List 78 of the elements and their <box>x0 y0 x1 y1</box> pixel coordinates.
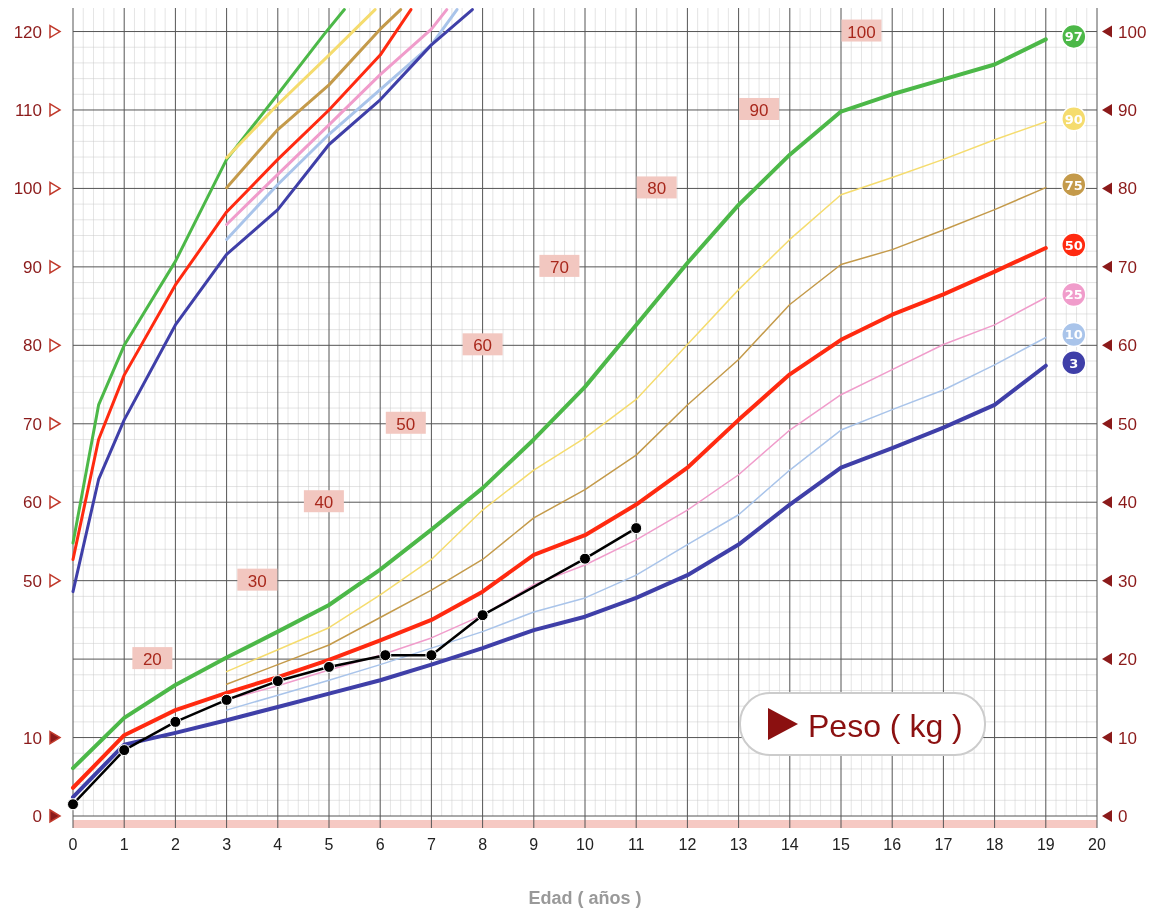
y2-tick-label: 20 <box>1118 650 1137 670</box>
line-series <box>225 8 403 190</box>
x-tick-label: 4 <box>273 836 283 853</box>
x-tick-label: 16 <box>883 836 902 853</box>
y2-tick-label: 30 <box>1118 571 1137 591</box>
point <box>425 649 438 662</box>
y-tick-label: 50 <box>23 571 42 591</box>
x-tick-label: 11 <box>627 836 645 853</box>
point <box>118 744 131 757</box>
point <box>379 649 392 662</box>
line-series <box>71 8 413 561</box>
point <box>67 798 79 811</box>
x-tick-label: 1 <box>119 836 129 853</box>
annotation: 60 <box>473 336 493 356</box>
y-tick-label: 120 <box>13 22 42 42</box>
annotation: 100 <box>847 22 876 42</box>
y2-tick-label: 100 <box>1118 22 1147 42</box>
x-tick-label: 12 <box>678 836 697 853</box>
x-tick-label: 0 <box>68 836 78 853</box>
y-tick-label: 110 <box>14 100 42 120</box>
x-tick-label: 2 <box>170 836 180 853</box>
annotation: 30 <box>247 571 267 591</box>
point <box>323 660 335 673</box>
series-label: 97 <box>1064 29 1083 45</box>
annotation: 90 <box>749 100 769 120</box>
annotation: 50 <box>396 414 416 434</box>
series-label: 50 <box>1064 238 1083 254</box>
x-tick-label: 17 <box>934 836 953 853</box>
y-tick-label: 70 <box>23 414 42 434</box>
x-tick-label: 5 <box>324 836 334 853</box>
x-tick-label: 13 <box>729 836 748 853</box>
x-tick-label: 18 <box>985 836 1004 853</box>
x-tick-label: 10 <box>576 836 594 853</box>
x-tick-label: 14 <box>780 836 799 853</box>
series-label: 25 <box>1064 287 1083 303</box>
y2-tick-label: 0 <box>1118 807 1128 826</box>
x-tick-label: 6 <box>375 836 385 853</box>
line-series <box>71 8 346 545</box>
point <box>220 693 233 706</box>
y2-tick-label: 90 <box>1118 100 1137 120</box>
point <box>271 675 284 688</box>
point <box>579 552 591 565</box>
y2-tick-label: 50 <box>1118 414 1137 434</box>
annotation: Peso ( kg ) <box>808 708 963 744</box>
y2-tick-label: 60 <box>1118 336 1137 356</box>
line-series <box>71 8 474 594</box>
y-tick-label: 60 <box>23 493 42 513</box>
y-tick-label: 100 <box>13 179 42 199</box>
point <box>630 522 643 535</box>
line-series <box>71 37 1048 771</box>
x-tick-label: 9 <box>529 836 539 853</box>
x-tick-label: 3 <box>222 836 232 853</box>
y-tick-label: 90 <box>23 257 42 277</box>
x-tick-label: 19 <box>1036 836 1055 853</box>
series-label: 75 <box>1064 177 1083 193</box>
x-axis-title: Edad ( años ) <box>528 888 642 908</box>
annotation: 20 <box>142 650 162 670</box>
series-label: 90 <box>1064 111 1083 127</box>
series-label: 3 <box>1069 355 1079 371</box>
x-tick-label: 8 <box>478 836 488 853</box>
point <box>169 715 182 728</box>
x-tick-label: 15 <box>832 836 850 853</box>
series-label: 10 <box>1064 327 1083 343</box>
y3-tick-label: 10 <box>23 728 42 748</box>
y2-tick-label: 80 <box>1118 179 1137 199</box>
line-series <box>225 8 377 160</box>
annotation: 80 <box>647 179 667 199</box>
y3-tick-label: 0 <box>32 807 42 826</box>
point <box>476 609 489 622</box>
x-tick-label: 20 <box>1088 836 1106 853</box>
y2-tick-label: 40 <box>1118 493 1137 513</box>
x-tick-label: 7 <box>426 836 436 853</box>
y2-tick-label: 70 <box>1118 257 1137 277</box>
y2-tick-label: 10 <box>1118 728 1137 748</box>
line-series <box>71 246 1048 790</box>
y-tick-label: 80 <box>23 336 42 356</box>
annotation: 70 <box>549 257 569 277</box>
annotation: 40 <box>314 493 334 513</box>
